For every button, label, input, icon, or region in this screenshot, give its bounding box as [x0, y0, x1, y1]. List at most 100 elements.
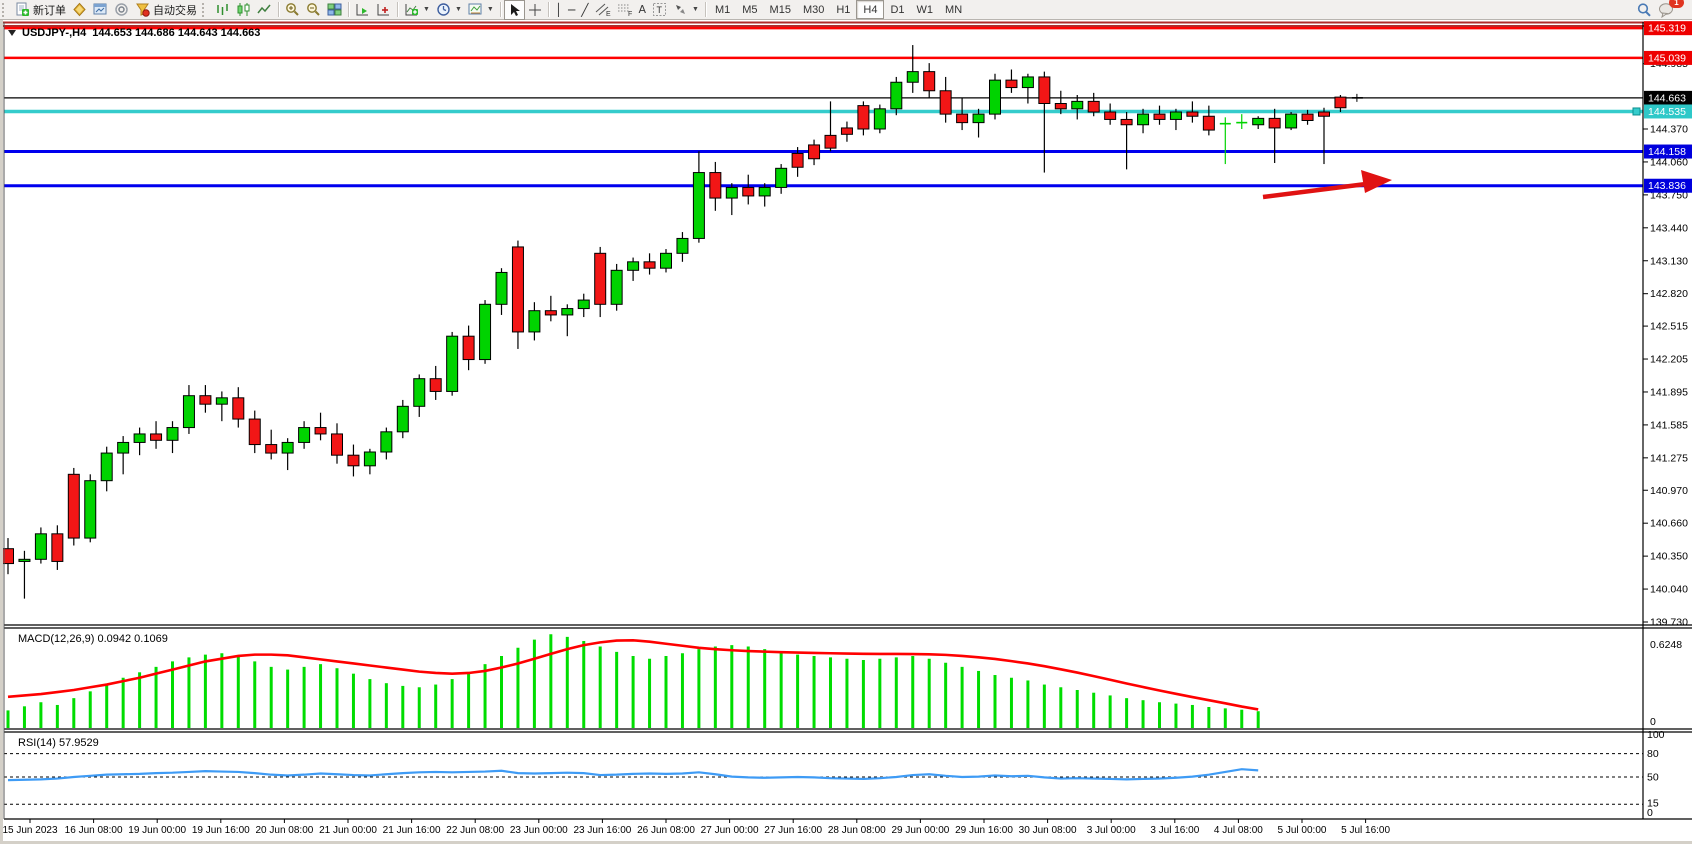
rsi-scale-label: 80: [1647, 748, 1659, 760]
timeframe-d1-button[interactable]: D1: [890, 3, 905, 16]
annotation-arrow-line[interactable]: [1262, 181, 1367, 200]
timeframe-buttons: M1 M5 M15 M30 H1 H4 D1 W1 MN: [709, 0, 968, 19]
candle-body: [363, 451, 376, 467]
hline-endpoint-marker[interactable]: [1632, 107, 1641, 116]
search-button[interactable]: [1633, 1, 1655, 19]
candle-body: [232, 397, 245, 420]
time-tick-label: 28 Jun 08:00: [828, 825, 886, 836]
macd-name: MACD(12,26,9): [18, 633, 95, 645]
timeframe-m5-button[interactable]: M5: [742, 3, 758, 16]
candle-body: [380, 431, 393, 453]
indicators-button[interactable]: ▼: [401, 1, 433, 19]
line-chart-button[interactable]: [254, 1, 275, 19]
candle-body: [758, 186, 771, 197]
price-badge: [1644, 90, 1692, 105]
timeframe-m1-button[interactable]: M1: [714, 3, 731, 16]
toolbar-separator: [704, 2, 706, 17]
bar-chart-icon: [215, 2, 230, 17]
candle-body: [824, 134, 837, 149]
chart-shift-button[interactable]: [373, 1, 394, 19]
new-chart-button[interactable]: [90, 1, 111, 19]
fibonacci-icon: F: [617, 2, 633, 17]
macd-scale-label: 0: [1650, 716, 1656, 728]
crosshair-button[interactable]: [525, 1, 545, 19]
price-badge-label: 144.535: [1648, 106, 1686, 118]
text-label-icon: T: [652, 2, 667, 17]
text-label-button[interactable]: T: [649, 1, 670, 19]
candle-body: [1268, 117, 1281, 129]
line-chart-icon: [257, 2, 272, 17]
zoom-in-icon: [285, 2, 300, 17]
horizontal-line-button[interactable]: ─: [565, 1, 578, 19]
text-button[interactable]: A: [636, 1, 650, 19]
candle-body: [544, 310, 557, 316]
equidistant-channel-button[interactable]: E: [592, 1, 614, 19]
periods-button[interactable]: ▼: [433, 1, 465, 19]
timeframe-mn-button[interactable]: MN: [945, 3, 963, 16]
zoom-in-button[interactable]: [282, 1, 303, 19]
candle-body: [100, 452, 113, 482]
dropdown-caret-icon: ▼: [692, 6, 699, 13]
chart-window-icon: [93, 2, 108, 17]
toolbar-grip[interactable]: [202, 2, 210, 17]
timeframe-h4-button[interactable]: H4: [856, 0, 885, 19]
price-badge-label: 145.039: [1648, 52, 1686, 64]
candle-body: [199, 395, 212, 405]
price-tick-label: 141.895: [1650, 386, 1688, 398]
new-order-button[interactable]: 新订单: [12, 1, 69, 19]
timeframe-m30-button[interactable]: M30: [802, 3, 825, 16]
trendline-button[interactable]: ╱: [578, 1, 591, 19]
tile-windows-button[interactable]: [324, 1, 345, 19]
time-tick-label: 15 Jun 2023: [2, 825, 57, 836]
zoom-out-button[interactable]: [303, 1, 324, 19]
arrows-shapes-button[interactable]: ▼: [670, 1, 702, 19]
candle-body: [676, 237, 689, 254]
price-tick-label: 144.370: [1650, 124, 1688, 136]
annotation-arrow-head[interactable]: [1361, 170, 1392, 193]
candle-body: [67, 473, 80, 539]
time-tick-label: 19 Jun 16:00: [192, 825, 250, 836]
symbol-dropdown-icon[interactable]: [8, 30, 16, 36]
chart-canvas[interactable]: 144.985144.370144.060143.750143.440143.1…: [0, 20, 1692, 844]
auto-scroll-button[interactable]: [352, 1, 373, 19]
time-tick-label: 26 Jun 08:00: [637, 825, 695, 836]
rsi-scale-label: 50: [1647, 772, 1659, 784]
candle-body: [1038, 76, 1051, 104]
vertical-line-button[interactable]: │: [552, 1, 565, 19]
fibonacci-button[interactable]: F: [614, 1, 636, 19]
macd-values: 0.0942 0.1069: [97, 633, 168, 645]
candle-body: [577, 299, 590, 310]
toolbar-grip[interactable]: [2, 2, 10, 17]
time-tick-label: 19 Jun 00:00: [128, 825, 186, 836]
time-tick-label: 5 Jul 00:00: [1278, 825, 1327, 836]
rsi-indicator-label: RSI(14) 57.9529: [18, 737, 99, 749]
autotrade-button[interactable]: 自动交易: [132, 1, 200, 19]
candle-body: [182, 395, 195, 429]
price-badge: [1644, 178, 1692, 193]
timeframe-w1-button[interactable]: W1: [916, 3, 934, 16]
svg-text:E: E: [606, 11, 611, 17]
cursor-button[interactable]: [503, 0, 525, 20]
templates-button[interactable]: ▼: [465, 1, 497, 19]
time-tick-label: 21 Jun 16:00: [383, 825, 441, 836]
timeframe-m15-button[interactable]: M15: [769, 3, 791, 16]
candlestick-chart-icon: [236, 2, 251, 17]
chart-ohlc-values: 144.653 144.686 144.643 144.663: [92, 27, 261, 39]
candle-body: [972, 113, 985, 124]
notifications-button[interactable]: 1: [1655, 0, 1684, 19]
time-tick-label: 20 Jun 08:00: [255, 825, 313, 836]
bar-chart-button[interactable]: [212, 1, 233, 19]
candle-body: [479, 303, 492, 361]
cursor-arrow-icon: [508, 3, 521, 17]
candle-body: [857, 105, 870, 130]
svg-text:F: F: [628, 11, 632, 17]
candle-body: [956, 113, 969, 124]
time-tick-label: 21 Jun 00:00: [319, 825, 377, 836]
candle-body: [1137, 113, 1150, 126]
signals-button[interactable]: [111, 1, 132, 19]
new-order-icon: [15, 2, 30, 17]
profile-button[interactable]: [69, 1, 90, 19]
timeframe-h1-button[interactable]: H1: [836, 3, 851, 16]
candle-body: [561, 308, 574, 316]
candlestick-chart-button[interactable]: [233, 1, 254, 19]
